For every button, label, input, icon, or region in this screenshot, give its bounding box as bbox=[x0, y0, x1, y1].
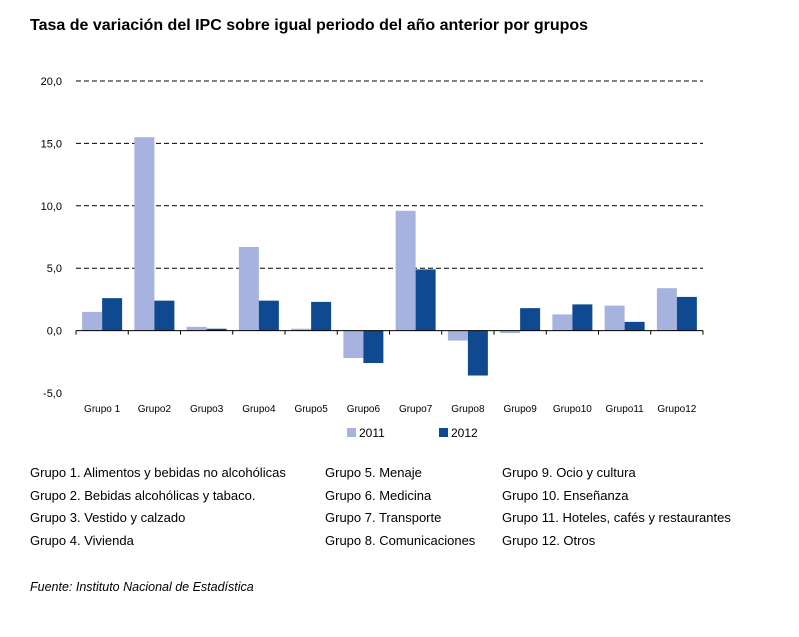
bar-2012-12 bbox=[676, 296, 697, 331]
x-category-label: Grupo 1 bbox=[84, 404, 121, 415]
bar-2011-7 bbox=[395, 210, 416, 331]
bar-2012-2 bbox=[154, 300, 175, 331]
bar-2012-8 bbox=[467, 330, 488, 376]
legend-swatch-2012 bbox=[439, 428, 448, 437]
x-category-label: Grupo11 bbox=[606, 404, 645, 415]
bar-2011-12 bbox=[656, 288, 677, 331]
x-category-label: Grupo12 bbox=[657, 404, 696, 415]
bar-2012-5 bbox=[311, 301, 332, 331]
y-axis: 20,0 15,0 10,0 5,0 0,0 -5,0 bbox=[41, 76, 62, 400]
x-category-label: Grupo4 bbox=[242, 404, 276, 415]
bar-2011-2 bbox=[134, 137, 155, 331]
source-note: Fuente: Instituto Nacional de Estadístic… bbox=[30, 580, 254, 594]
bar-2011-5 bbox=[291, 328, 312, 331]
x-axis: Grupo 1 Grupo2 Grupo3 Grupo4 Grupo5 Grupo6 Gru… bbox=[75, 330, 704, 415]
gridlines bbox=[76, 80, 703, 269]
bar-2012-4 bbox=[258, 300, 279, 331]
key-item: Grupo 2. Bebidas alcohólicas y tabaco. bbox=[30, 487, 256, 503]
x-category-label: Grupo2 bbox=[138, 404, 172, 415]
bar-2012-10 bbox=[572, 304, 593, 331]
y-tick-label: 0,0 bbox=[47, 326, 62, 338]
y-tick-label: 15,0 bbox=[41, 138, 62, 150]
bar-2012-11 bbox=[624, 321, 645, 331]
y-tick-label: -5,0 bbox=[43, 388, 62, 400]
x-category-label: Grupo10 bbox=[553, 404, 592, 415]
bar-2011-3 bbox=[186, 326, 207, 331]
bar-2011-4 bbox=[238, 246, 259, 331]
bar-2012-6 bbox=[363, 330, 384, 364]
bar-2012-3 bbox=[206, 328, 227, 331]
legend-label-2011: 2011 bbox=[359, 426, 385, 440]
bar-chart: 20,015,010,05,00,0-5,0 Grupo 1 Grupo2 Grup… bbox=[41, 76, 704, 440]
key-item: Grupo 11. Hoteles, cafés y restaurantes bbox=[502, 510, 731, 526]
bar-2011-11 bbox=[604, 305, 625, 331]
bars bbox=[82, 137, 697, 376]
x-category-label: Grupo6 bbox=[347, 404, 381, 415]
legend-swatch-2011 bbox=[347, 428, 356, 437]
bar-2011-9 bbox=[500, 330, 521, 334]
key-item: Grupo 1. Alimentos y bebidas no alcohóli… bbox=[30, 465, 286, 480]
bar-2011-8 bbox=[447, 330, 468, 341]
y-tick-label: 5,0 bbox=[47, 263, 62, 275]
x-category-label: Grupo9 bbox=[503, 404, 537, 415]
y-tick-label: 20,0 bbox=[41, 76, 62, 88]
key-item: Grupo 8. Comunicaciones bbox=[325, 533, 476, 549]
bar-2012-1 bbox=[102, 298, 123, 331]
key-item: Grupo 7. Transporte bbox=[325, 510, 442, 526]
key-item: Grupo 3. Vestido y calzado bbox=[30, 510, 186, 526]
key-item: Grupo 4. Vivienda bbox=[30, 533, 134, 549]
key-item: Grupo 12. Otros bbox=[502, 533, 596, 549]
legend: 2011 2012 bbox=[347, 426, 478, 440]
key-item: Grupo 10. Enseñanza bbox=[502, 487, 629, 503]
key-item: Grupo 6. Medicina bbox=[325, 487, 432, 503]
x-category-label: Grupo3 bbox=[190, 404, 224, 415]
x-category-label: Grupo5 bbox=[294, 404, 328, 415]
legend-label-2012: 2012 bbox=[451, 426, 478, 440]
x-category-label: Grupo8 bbox=[451, 404, 485, 415]
key-item: Grupo 5. Menaje bbox=[325, 465, 422, 480]
bar-2011-6 bbox=[343, 330, 364, 359]
bar-2011-10 bbox=[552, 314, 573, 331]
chart-title: Tasa de variación del IPC sobre igual pe… bbox=[30, 17, 589, 34]
key-item: Grupo 9. Ocio y cultura bbox=[502, 465, 636, 480]
bar-2011-1 bbox=[82, 311, 103, 331]
bar-2012-9 bbox=[520, 308, 541, 331]
y-tick-label: 10,0 bbox=[41, 201, 62, 213]
bar-2012-7 bbox=[415, 269, 436, 331]
x-category-label: Grupo7 bbox=[399, 404, 433, 415]
